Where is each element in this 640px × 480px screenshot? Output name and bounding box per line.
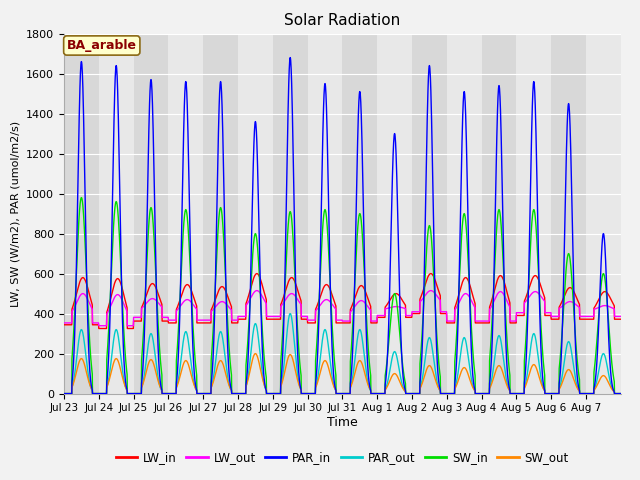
SW_out bbox=[609, 387, 617, 393]
Bar bbox=[342, 34, 377, 394]
SW_in bbox=[236, 391, 244, 396]
PAR_out bbox=[617, 391, 625, 396]
LW_out bbox=[376, 312, 384, 318]
SW_out bbox=[60, 391, 68, 396]
LW_out bbox=[609, 305, 617, 311]
LW_in bbox=[510, 320, 518, 326]
PAR_out bbox=[541, 391, 549, 396]
LW_in bbox=[95, 325, 102, 331]
PAR_in bbox=[510, 391, 518, 396]
LW_in bbox=[609, 301, 617, 307]
X-axis label: Time: Time bbox=[327, 416, 358, 429]
PAR_in bbox=[617, 391, 625, 396]
LW_out bbox=[116, 293, 124, 299]
SW_out bbox=[236, 391, 244, 396]
Bar bbox=[481, 34, 516, 394]
Line: SW_in: SW_in bbox=[64, 198, 621, 394]
SW_in bbox=[77, 195, 85, 201]
LW_out bbox=[542, 310, 550, 315]
Bar bbox=[64, 34, 99, 394]
SW_out bbox=[510, 391, 518, 396]
LW_in bbox=[253, 271, 260, 276]
PAR_out bbox=[286, 311, 294, 316]
SW_in bbox=[376, 391, 384, 396]
PAR_in bbox=[116, 179, 124, 184]
PAR_in bbox=[236, 391, 244, 396]
Bar bbox=[412, 34, 447, 394]
SW_in bbox=[541, 391, 549, 396]
Title: Solar Radiation: Solar Radiation bbox=[284, 13, 401, 28]
Bar bbox=[134, 34, 168, 394]
PAR_out bbox=[236, 391, 244, 396]
Bar bbox=[551, 34, 586, 394]
Line: PAR_out: PAR_out bbox=[64, 313, 621, 394]
SW_in bbox=[60, 391, 68, 396]
LW_in bbox=[236, 316, 244, 322]
SW_in bbox=[617, 391, 625, 396]
LW_out bbox=[617, 313, 625, 319]
LW_in bbox=[617, 316, 625, 322]
PAR_in bbox=[541, 391, 549, 396]
LW_out bbox=[236, 313, 244, 319]
SW_out bbox=[617, 391, 625, 396]
LW_out bbox=[510, 318, 518, 324]
Bar bbox=[204, 34, 238, 394]
Line: LW_out: LW_out bbox=[64, 290, 621, 326]
PAR_out bbox=[609, 387, 617, 393]
LW_in bbox=[376, 314, 384, 320]
SW_out bbox=[541, 391, 549, 396]
PAR_out bbox=[376, 391, 384, 396]
Y-axis label: LW, SW (W/m2), PAR (umol/m2/s): LW, SW (W/m2), PAR (umol/m2/s) bbox=[11, 120, 20, 307]
LW_out bbox=[60, 320, 68, 326]
PAR_in bbox=[609, 385, 617, 391]
PAR_in bbox=[286, 55, 294, 60]
SW_out bbox=[376, 391, 384, 396]
Legend: LW_in, LW_out, PAR_in, PAR_out, SW_in, SW_out: LW_in, LW_out, PAR_in, PAR_out, SW_in, S… bbox=[111, 446, 573, 469]
LW_out bbox=[253, 288, 260, 293]
SW_in bbox=[116, 242, 124, 248]
PAR_in bbox=[376, 391, 384, 396]
Line: SW_out: SW_out bbox=[64, 354, 621, 394]
SW_out bbox=[252, 351, 259, 357]
Line: LW_in: LW_in bbox=[64, 274, 621, 328]
Text: BA_arable: BA_arable bbox=[67, 39, 137, 52]
LW_out bbox=[95, 323, 102, 329]
Bar bbox=[273, 34, 308, 394]
LW_in bbox=[542, 312, 550, 318]
PAR_in bbox=[60, 391, 68, 396]
LW_in bbox=[116, 278, 124, 284]
SW_in bbox=[609, 369, 617, 375]
LW_in bbox=[60, 322, 68, 328]
PAR_out bbox=[510, 391, 518, 396]
SW_out bbox=[116, 363, 124, 369]
PAR_out bbox=[116, 343, 124, 349]
PAR_out bbox=[60, 391, 68, 396]
SW_in bbox=[510, 391, 518, 396]
Line: PAR_in: PAR_in bbox=[64, 58, 621, 394]
